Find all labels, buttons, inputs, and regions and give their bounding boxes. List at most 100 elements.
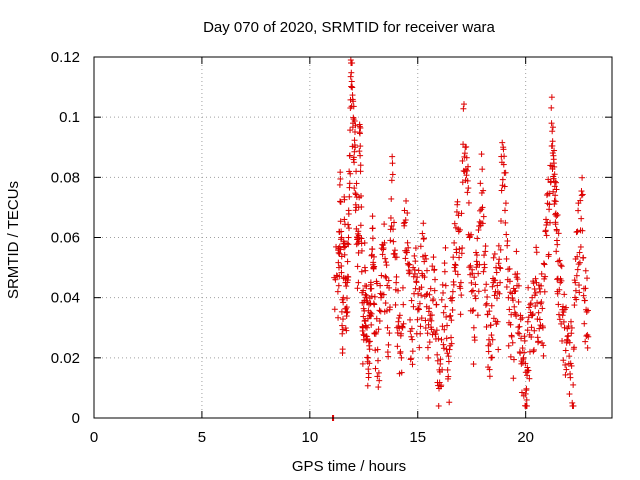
data-point xyxy=(458,250,465,257)
data-point xyxy=(505,342,512,349)
data-point xyxy=(437,356,444,363)
data-point xyxy=(390,226,397,233)
data-point xyxy=(463,154,470,161)
data-point xyxy=(582,285,589,292)
data-point xyxy=(559,312,566,319)
data-point xyxy=(443,313,450,320)
data-point xyxy=(568,330,575,337)
data-point xyxy=(395,287,402,294)
data-point xyxy=(415,305,422,312)
data-point xyxy=(511,309,518,316)
data-point xyxy=(408,297,415,304)
data-point xyxy=(441,268,448,275)
data-point xyxy=(402,255,409,262)
data-point xyxy=(489,283,496,290)
data-point xyxy=(515,298,522,305)
data-point xyxy=(380,245,387,252)
data-point xyxy=(343,313,350,320)
data-point xyxy=(398,369,405,376)
data-point xyxy=(342,243,349,250)
data-point xyxy=(341,216,348,223)
x-tick-label: 15 xyxy=(409,429,426,446)
data-point xyxy=(493,269,500,276)
data-point xyxy=(573,296,580,303)
data-point xyxy=(538,270,545,277)
data-point xyxy=(355,279,362,286)
data-point xyxy=(527,301,534,308)
data-point xyxy=(582,338,589,345)
data-point xyxy=(382,259,389,266)
data-point xyxy=(551,147,558,154)
data-point xyxy=(442,282,449,289)
data-point xyxy=(496,290,503,297)
data-point xyxy=(499,139,506,146)
data-point xyxy=(570,381,577,388)
data-point xyxy=(345,210,352,217)
data-point xyxy=(576,289,583,296)
data-point xyxy=(333,272,340,279)
data-point xyxy=(388,177,395,184)
data-point xyxy=(352,128,359,135)
data-point xyxy=(568,362,575,369)
data-point xyxy=(350,98,357,105)
data-point xyxy=(459,245,466,252)
data-point xyxy=(352,191,359,198)
data-point xyxy=(539,323,546,330)
data-point xyxy=(519,345,526,352)
data-point xyxy=(390,238,397,245)
data-point xyxy=(499,176,506,183)
data-point xyxy=(523,385,530,392)
data-point xyxy=(542,227,549,234)
data-point xyxy=(336,229,343,236)
data-point xyxy=(538,299,545,306)
data-point xyxy=(510,297,517,304)
data-point xyxy=(446,399,453,406)
y-tick-label: 0.12 xyxy=(51,49,80,66)
data-point xyxy=(497,279,504,286)
data-point xyxy=(375,384,382,391)
data-point xyxy=(352,207,359,214)
data-point xyxy=(341,244,348,251)
data-point xyxy=(454,198,461,205)
data-point xyxy=(525,367,532,374)
data-point xyxy=(536,325,543,332)
data-point xyxy=(342,325,349,332)
data-point xyxy=(514,270,521,277)
data-point xyxy=(534,299,541,306)
data-point xyxy=(362,267,369,274)
data-point xyxy=(583,332,590,339)
y-tick-label: 0.06 xyxy=(51,230,80,247)
data-point xyxy=(362,323,369,330)
data-point xyxy=(444,322,451,329)
data-point xyxy=(340,299,347,306)
data-point xyxy=(385,353,392,360)
data-point xyxy=(404,210,411,217)
data-point xyxy=(469,307,476,314)
data-point xyxy=(484,311,491,318)
data-point xyxy=(498,187,505,194)
data-point xyxy=(376,307,383,314)
data-point xyxy=(519,314,526,321)
data-point xyxy=(463,143,470,150)
data-point xyxy=(400,320,407,327)
data-point xyxy=(466,264,473,271)
data-point xyxy=(573,229,580,236)
data-point xyxy=(455,212,462,219)
data-point xyxy=(546,206,553,213)
data-point xyxy=(504,237,511,244)
data-point xyxy=(412,258,419,265)
data-point xyxy=(374,280,381,287)
data-point xyxy=(393,254,400,261)
data-point xyxy=(404,239,411,246)
data-point xyxy=(431,266,438,273)
data-point xyxy=(417,323,424,330)
data-point xyxy=(556,316,563,323)
data-point xyxy=(568,324,575,331)
data-point xyxy=(332,276,339,283)
data-point xyxy=(397,350,404,357)
data-point xyxy=(412,245,419,252)
data-point xyxy=(335,314,342,321)
data-point xyxy=(483,281,490,288)
data-point xyxy=(553,186,560,193)
